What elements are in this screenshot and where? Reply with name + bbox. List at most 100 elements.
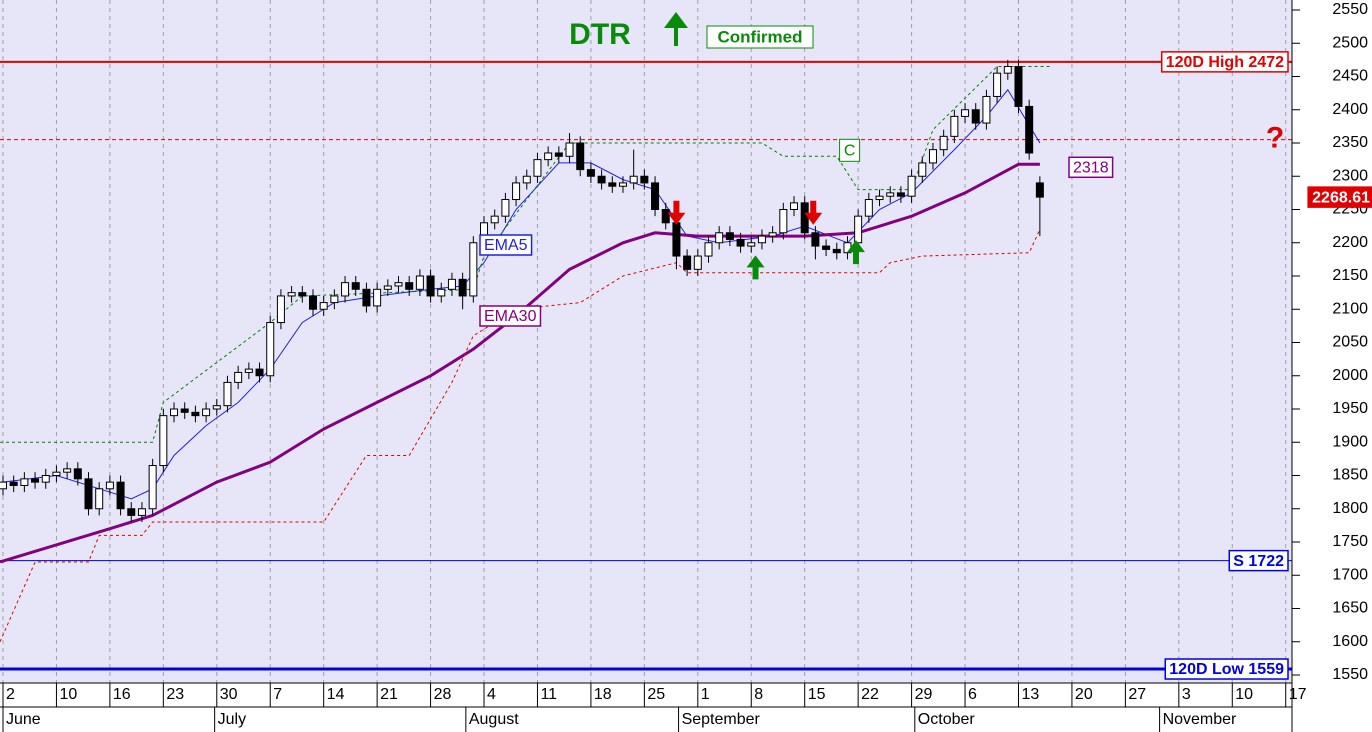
candle-body bbox=[341, 282, 350, 297]
candle-body bbox=[544, 152, 553, 161]
x-tick-label: 1 bbox=[701, 686, 710, 703]
candle-body bbox=[832, 248, 841, 254]
y-tick-label: 1700 bbox=[1332, 566, 1368, 583]
x-tick-label: 6 bbox=[968, 686, 977, 703]
candle-body bbox=[715, 232, 724, 244]
x-tick-label: 27 bbox=[1128, 686, 1146, 703]
question-label: ? bbox=[1266, 122, 1284, 155]
candle-body bbox=[319, 302, 328, 310]
candle-body bbox=[683, 255, 692, 270]
candle-body bbox=[223, 381, 232, 407]
candle-body bbox=[351, 282, 360, 290]
ema30-value-label: 2318 bbox=[1073, 159, 1109, 176]
candle-body bbox=[672, 222, 681, 257]
candle-body bbox=[73, 468, 82, 480]
y-tick-label: 1950 bbox=[1332, 400, 1368, 417]
candle-body bbox=[811, 232, 820, 247]
x-tick-label: 10 bbox=[59, 686, 77, 703]
candle-body bbox=[469, 242, 478, 297]
candle-body bbox=[9, 481, 18, 486]
level-label: S 1722 bbox=[1233, 553, 1284, 570]
candle-body bbox=[704, 242, 713, 257]
candle-body bbox=[554, 152, 563, 157]
candle-body bbox=[84, 478, 93, 510]
ema5-label: EMA5 bbox=[484, 237, 528, 254]
candle-body bbox=[298, 292, 307, 297]
candle-body bbox=[212, 405, 221, 410]
chart-title: DTR bbox=[569, 18, 631, 51]
y-tick-label: 2400 bbox=[1332, 101, 1368, 118]
candle-body bbox=[950, 115, 959, 137]
candle-body bbox=[458, 278, 467, 297]
signal-arrow bbox=[746, 255, 765, 280]
x-tick-label: 20 bbox=[1075, 686, 1093, 703]
y-tick-label: 2100 bbox=[1332, 300, 1368, 317]
candle-body bbox=[896, 192, 905, 197]
marker-label: C bbox=[844, 143, 856, 160]
candle-body bbox=[447, 278, 456, 290]
ema30-label: EMA30 bbox=[484, 308, 537, 325]
ema30-label-box bbox=[479, 305, 542, 327]
indicator-line bbox=[0, 162, 1040, 564]
month-label: October bbox=[918, 711, 976, 728]
candle-body bbox=[939, 135, 948, 151]
y-tick-label: 2550 bbox=[1332, 1, 1368, 18]
y-tick-label: 2150 bbox=[1332, 267, 1368, 284]
x-tick-label: 16 bbox=[113, 686, 131, 703]
y-tick-label: 2450 bbox=[1332, 68, 1368, 85]
status-box bbox=[706, 25, 814, 49]
candle-body bbox=[993, 72, 1002, 97]
candle-body bbox=[116, 481, 125, 510]
signal-arrow bbox=[667, 200, 686, 225]
candle-body bbox=[52, 471, 61, 476]
candle-body bbox=[490, 215, 499, 224]
x-tick-label: 15 bbox=[808, 686, 826, 703]
candle-body bbox=[415, 275, 424, 290]
candle-body bbox=[768, 232, 777, 237]
month-label: June bbox=[6, 711, 41, 728]
x-tick-label: 13 bbox=[1021, 686, 1039, 703]
candle-body bbox=[1014, 66, 1023, 107]
candle-body bbox=[586, 169, 595, 177]
y-axis-area bbox=[1292, 0, 1372, 732]
candle-body bbox=[651, 182, 660, 210]
candle-body bbox=[405, 282, 414, 290]
candle-body bbox=[779, 209, 788, 234]
status: Confirmed bbox=[718, 27, 803, 46]
candle-body bbox=[41, 475, 50, 483]
candle-body bbox=[255, 368, 264, 377]
x-tick-label: 17 bbox=[1289, 686, 1307, 703]
month-label: July bbox=[218, 711, 246, 728]
indicator-line bbox=[2, 88, 1041, 500]
x-tick-label: 29 bbox=[915, 686, 933, 703]
title-arrow bbox=[664, 12, 688, 46]
candle-body bbox=[907, 175, 916, 197]
candle-body bbox=[63, 468, 72, 473]
candle-body bbox=[394, 282, 403, 287]
y-tick-label: 2500 bbox=[1332, 34, 1368, 51]
candle-body bbox=[790, 202, 799, 211]
candle-body bbox=[202, 408, 211, 417]
candle-body bbox=[170, 408, 179, 417]
candle-body bbox=[330, 295, 339, 304]
level-label: 120D Low 1559 bbox=[1169, 661, 1284, 678]
ema5-label-box bbox=[479, 234, 533, 256]
candle-body bbox=[266, 322, 275, 377]
candle-body bbox=[373, 288, 382, 307]
candle-body bbox=[597, 175, 606, 184]
candle-body bbox=[822, 245, 831, 250]
x-tick-label: 7 bbox=[273, 686, 282, 703]
y-tick-label: 1850 bbox=[1332, 467, 1368, 484]
candle-body bbox=[725, 232, 734, 240]
x-tick-label: 2 bbox=[6, 686, 15, 703]
x-tick-label: 8 bbox=[754, 686, 763, 703]
candle-body bbox=[191, 411, 200, 417]
candle-body bbox=[137, 508, 146, 516]
candle-body bbox=[640, 175, 649, 184]
candle-body bbox=[234, 371, 243, 383]
candle-body bbox=[565, 142, 574, 157]
marker-box bbox=[839, 138, 861, 162]
x-tick-label: 23 bbox=[166, 686, 184, 703]
candle-body bbox=[383, 285, 392, 290]
x-tick-label: 11 bbox=[540, 686, 557, 703]
